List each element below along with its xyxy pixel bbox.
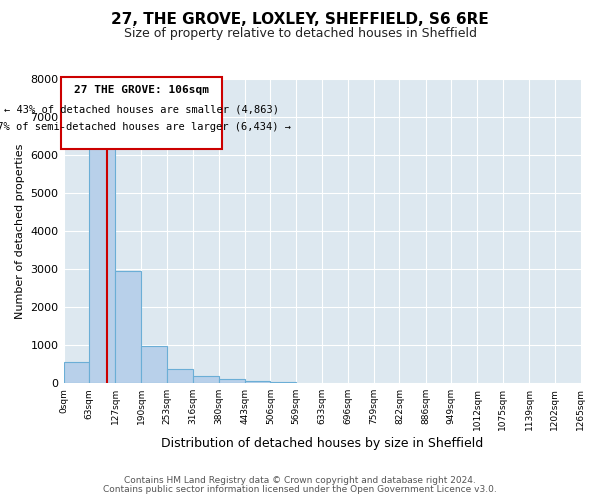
- Bar: [141, 346, 167, 383]
- Y-axis label: Number of detached properties: Number of detached properties: [15, 144, 25, 318]
- Text: 57% of semi-detached houses are larger (6,434) →: 57% of semi-detached houses are larger (…: [0, 122, 291, 132]
- Text: Contains public sector information licensed under the Open Government Licence v3: Contains public sector information licen…: [103, 485, 497, 494]
- Bar: [219, 379, 245, 383]
- Bar: [193, 376, 219, 383]
- Text: Size of property relative to detached houses in Sheffield: Size of property relative to detached ho…: [124, 28, 476, 40]
- Text: Contains HM Land Registry data © Crown copyright and database right 2024.: Contains HM Land Registry data © Crown c…: [124, 476, 476, 485]
- Text: 27, THE GROVE, LOXLEY, SHEFFIELD, S6 6RE: 27, THE GROVE, LOXLEY, SHEFFIELD, S6 6RE: [111, 12, 489, 28]
- Bar: [64, 362, 89, 383]
- Text: 27 THE GROVE: 106sqm: 27 THE GROVE: 106sqm: [74, 85, 209, 95]
- Bar: [271, 382, 296, 383]
- Bar: [115, 271, 141, 383]
- Text: ← 43% of detached houses are smaller (4,863): ← 43% of detached houses are smaller (4,…: [4, 104, 278, 114]
- Bar: [89, 140, 115, 383]
- Bar: [245, 381, 271, 383]
- Bar: [167, 368, 193, 383]
- X-axis label: Distribution of detached houses by size in Sheffield: Distribution of detached houses by size …: [161, 437, 483, 450]
